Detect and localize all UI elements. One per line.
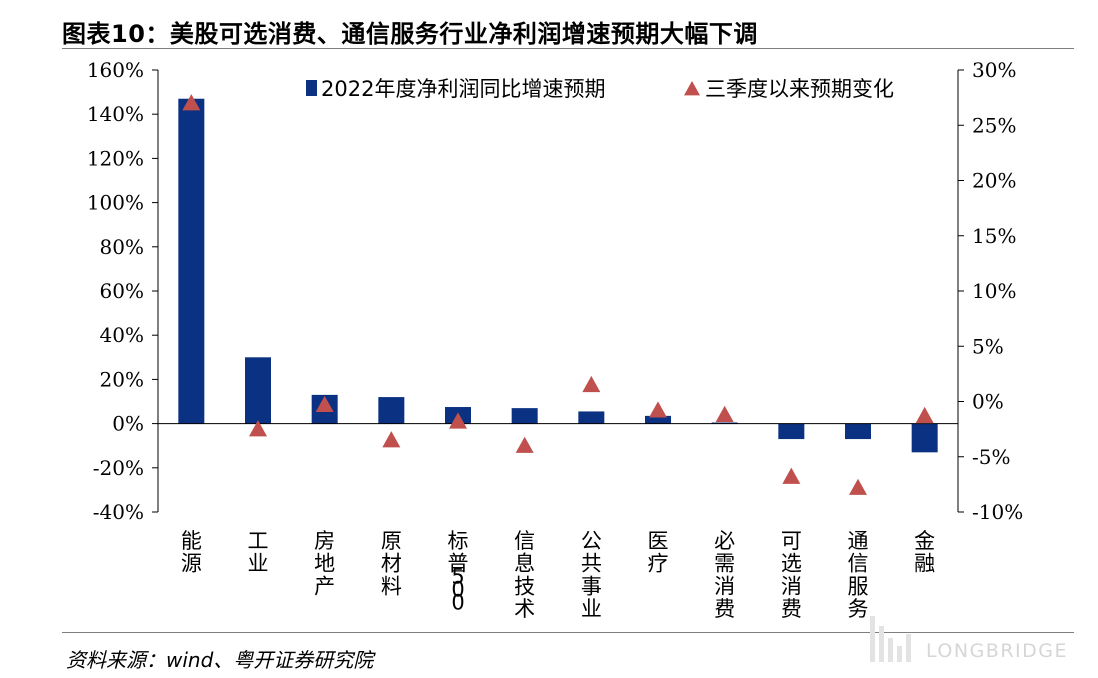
left-tick-label: 40% [100,323,144,347]
triangle-marker [182,94,201,111]
left-tick-label: 80% [100,235,144,259]
right-tick-label: 30% [972,58,1016,82]
left-tick-label: -40% [93,500,144,524]
category-label: 通信服务 [848,529,869,621]
legend-triangle-icon [684,81,700,96]
source-note: 资料来源：wind、粤开证券研究院 [66,648,374,672]
watermark: LONGBRIDGE [868,612,1078,662]
legend-bar-swatch [306,80,317,96]
triangle-marker [715,405,734,422]
right-tick-label: 15% [972,224,1016,248]
left-tick-label: 0% [112,412,144,436]
triangle-marker [382,431,401,448]
bar [378,397,405,424]
watermark-text: LONGBRIDGE [926,640,1068,662]
bar [711,422,738,424]
category-label: 信息技术 [514,529,535,621]
watermark-logo-icon [870,616,911,662]
right-tick-label: 5% [972,334,1004,358]
left-tick-label: 160% [87,58,144,82]
bar [911,423,938,453]
bar [645,415,671,424]
title-divider [62,48,1074,49]
right-tick-label: -5% [972,445,1011,469]
category-label: 标普 5 0 0 [448,529,469,615]
right-tick-label: 0% [972,390,1004,414]
triangle-marker [915,406,934,424]
chart-title: 图表10：美股可选消费、通信服务行业净利润增速预期大幅下调 [62,20,758,48]
category-label: 医疗 [648,529,669,576]
bar [245,357,271,424]
right-tick-label: 10% [972,279,1016,303]
triangle-marker [315,395,334,413]
left-tick-label: -20% [93,456,144,480]
category-label: 必需消费 [714,529,735,621]
triangle-marker [249,420,267,437]
legend-bar-label: 2022年度净利润同比增速预期 [321,77,605,101]
left-tick-label: 140% [87,102,144,126]
legend-triangle-label: 三季度以来预期变化 [705,77,894,101]
bar [178,98,205,424]
bar [511,408,538,424]
category-label: 金融 [914,529,935,576]
category-label: 能源 [181,529,202,576]
bar [845,423,871,440]
right-tick-label: 25% [972,113,1016,137]
right-tick-label: -10% [972,500,1023,524]
bar [578,411,605,424]
triangle-marker [849,478,867,495]
category-label: 原材料 [381,529,402,598]
triangle-marker [582,375,601,393]
left-tick-label: 100% [87,191,144,215]
left-tick-label: 60% [100,279,144,303]
left-tick-label: 20% [100,367,144,391]
triangle-marker [782,467,801,484]
left-tick-label: 120% [87,146,144,170]
triangle-marker [449,412,467,429]
triangle-marker [515,436,534,453]
bar [778,423,805,440]
category-label: 房地产 [314,529,335,598]
category-label: 公共事业 [581,529,602,621]
triangle-marker [649,401,667,418]
category-label: 可选消费 [781,529,802,621]
category-label: 工业 [248,529,269,576]
source-divider [62,632,1074,633]
right-tick-label: 20% [972,169,1016,193]
